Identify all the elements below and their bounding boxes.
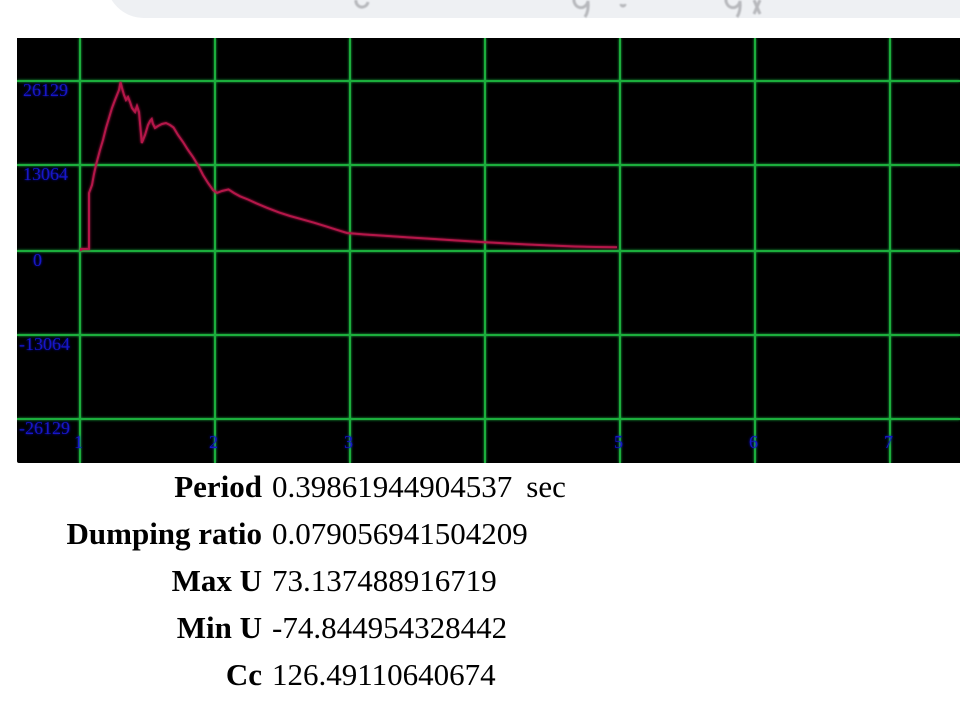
svg-text:3: 3 bbox=[344, 432, 353, 452]
svg-text:0: 0 bbox=[33, 250, 42, 270]
svg-text:-13064: -13064 bbox=[19, 334, 70, 354]
svg-text:26129: 26129 bbox=[23, 80, 68, 100]
svg-text:1: 1 bbox=[74, 432, 83, 452]
svg-text:-26129: -26129 bbox=[19, 418, 70, 438]
svg-text:5: 5 bbox=[614, 432, 623, 452]
svg-text:13064: 13064 bbox=[23, 164, 68, 184]
svg-text:2: 2 bbox=[209, 432, 218, 452]
svg-text:7: 7 bbox=[884, 432, 893, 452]
svg-text:6: 6 bbox=[749, 432, 758, 452]
